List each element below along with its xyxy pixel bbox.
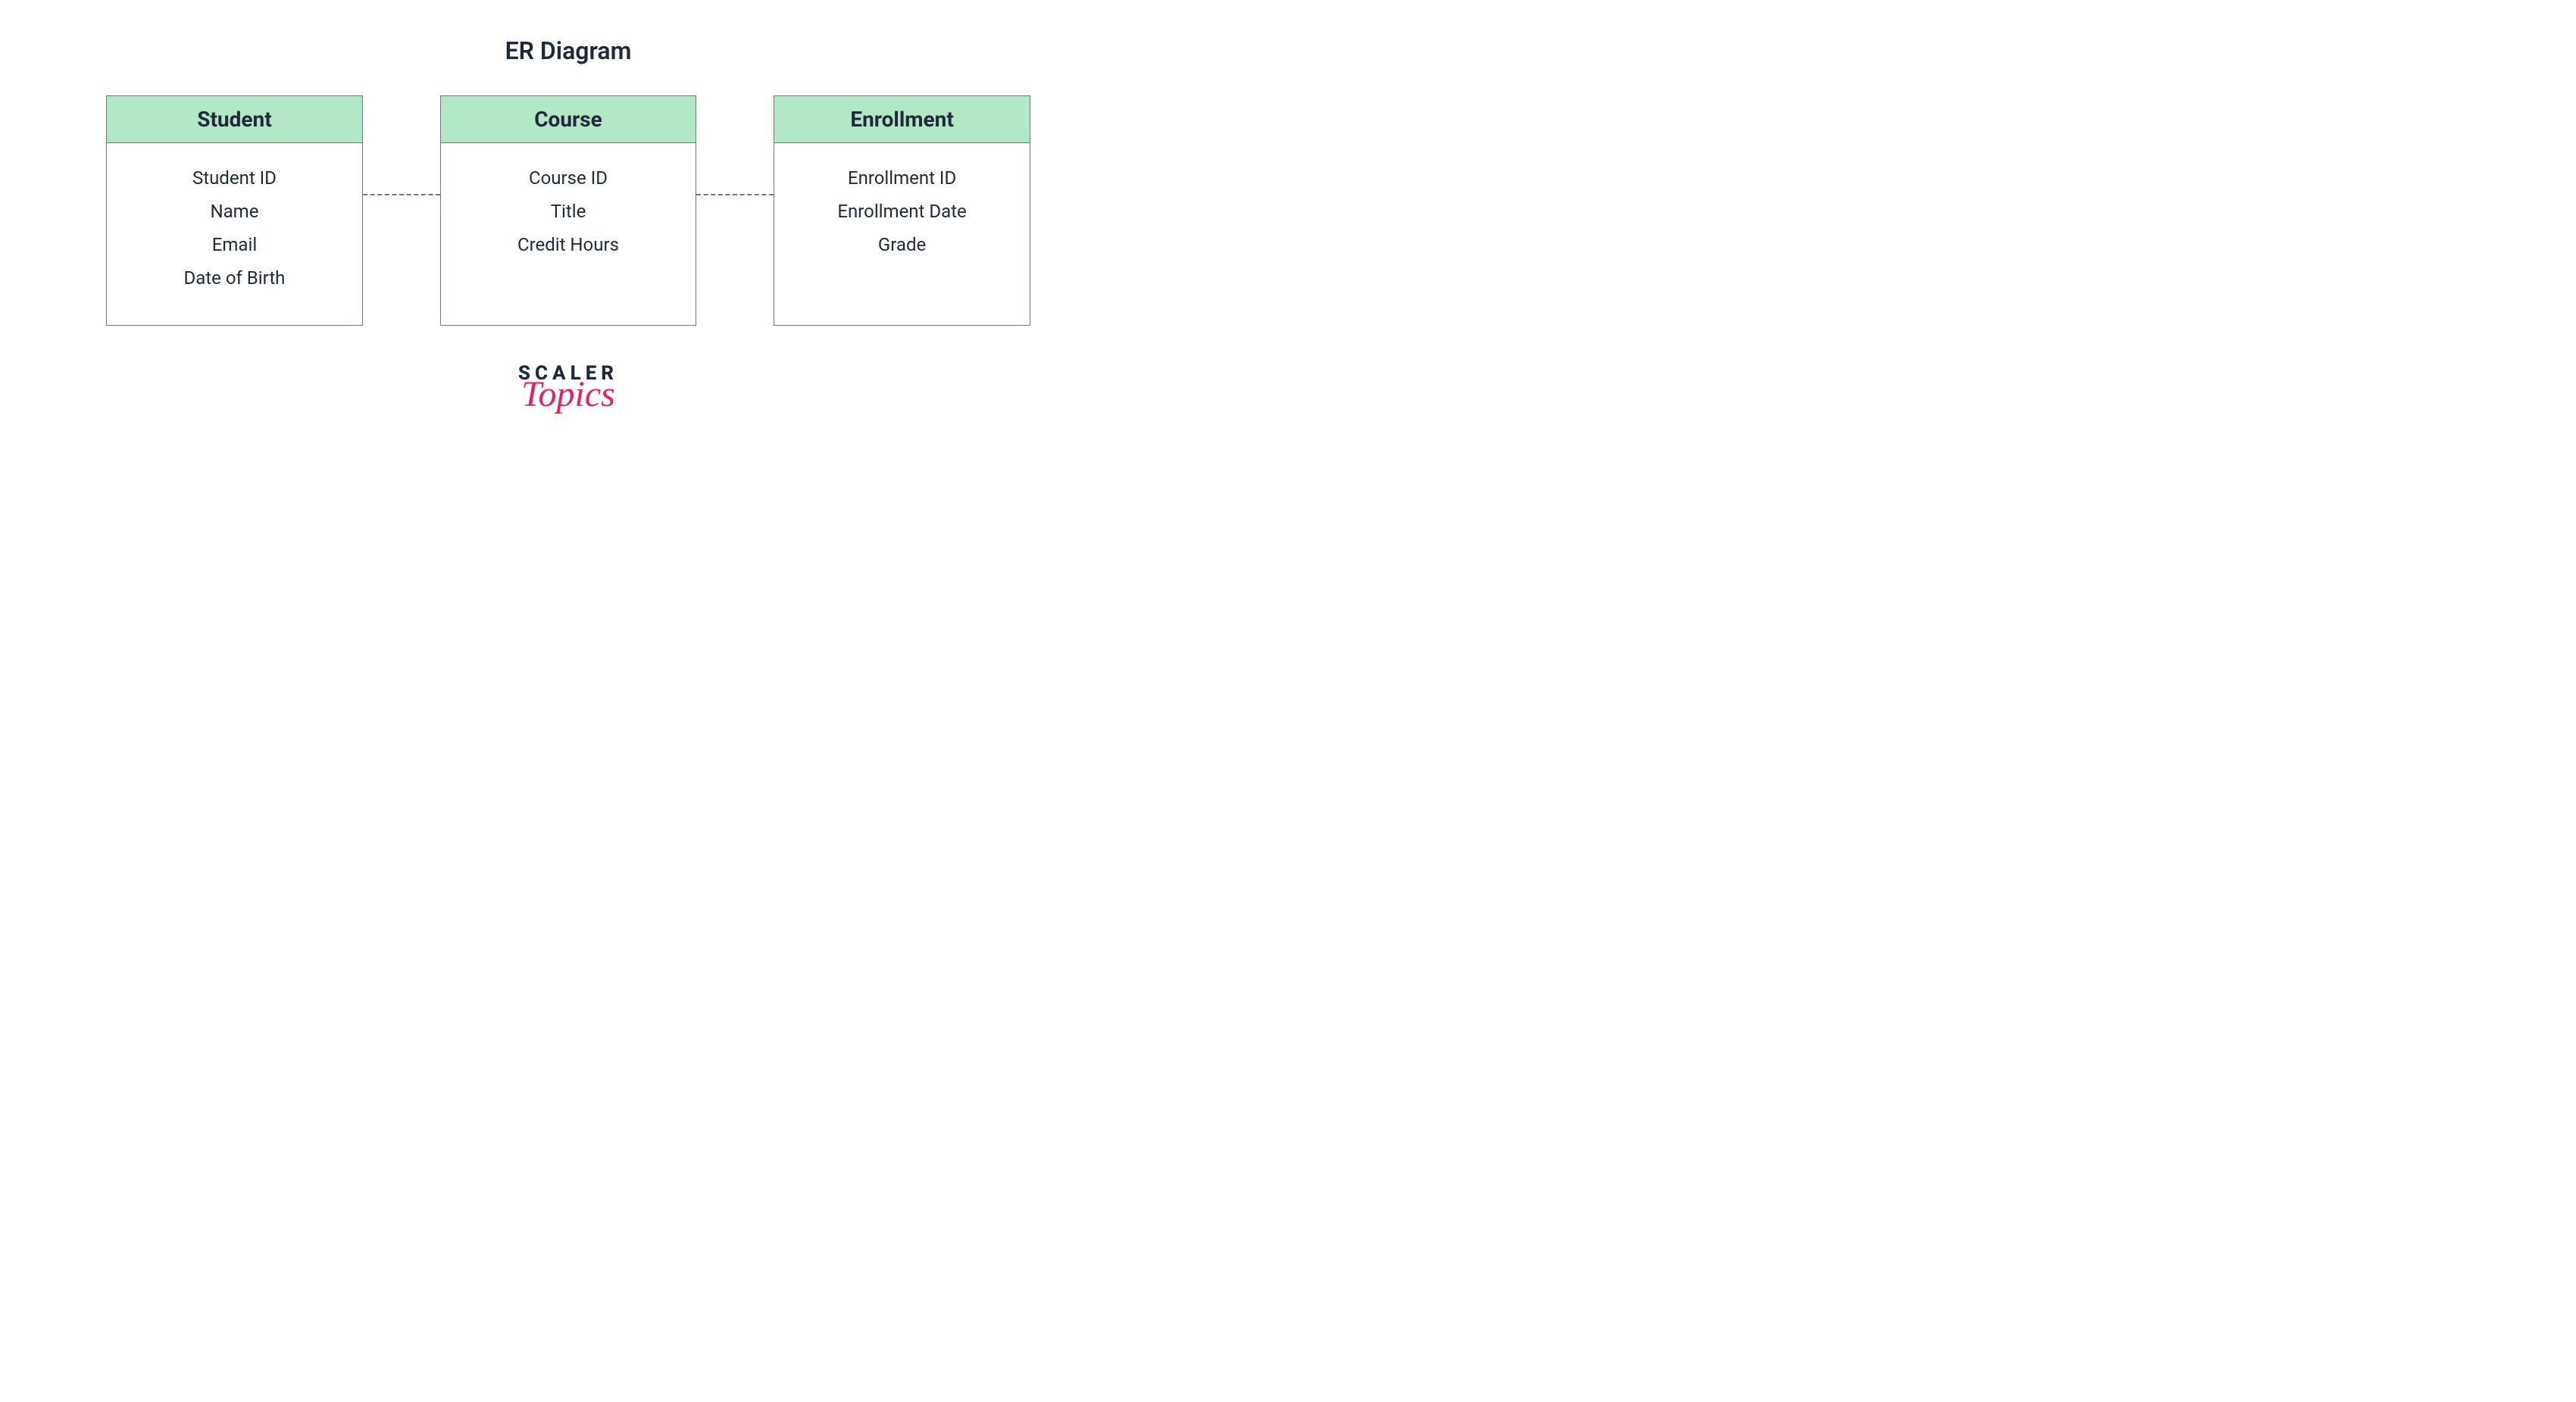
entity-attribute: Date of Birth	[107, 261, 362, 295]
entity-header: Student	[107, 96, 362, 143]
entity-body: Course ID Title Credit Hours	[441, 143, 696, 325]
relationship-connector	[696, 194, 774, 195]
entity-attribute: Email	[107, 228, 362, 261]
entity-header: Enrollment	[774, 96, 1030, 143]
entity-enrollment: Enrollment Enrollment ID Enrollment Date…	[774, 95, 1030, 326]
entity-attribute: Credit Hours	[441, 228, 696, 261]
relationship-connector	[363, 194, 440, 195]
er-diagram: Student Student ID Name Email Date of Bi…	[0, 95, 1136, 326]
entity-body: Student ID Name Email Date of Birth	[107, 143, 362, 325]
entity-student: Student Student ID Name Email Date of Bi…	[106, 95, 363, 326]
entity-attribute: Enrollment Date	[774, 195, 1030, 228]
entity-attribute: Enrollment ID	[774, 161, 1030, 195]
entity-attribute: Grade	[774, 228, 1030, 261]
diagram-title: ER Diagram	[0, 0, 1136, 95]
entity-attribute: Course ID	[441, 161, 696, 195]
entity-attribute: Title	[441, 195, 696, 228]
entity-header: Course	[441, 96, 696, 143]
brand-logo: SCALER Topics	[0, 364, 1136, 409]
entity-attribute: Student ID	[107, 161, 362, 195]
entity-course: Course Course ID Title Credit Hours	[440, 95, 697, 326]
logo-text-secondary: Topics	[0, 380, 1136, 409]
entity-body: Enrollment ID Enrollment Date Grade	[774, 143, 1030, 325]
entity-attribute: Name	[107, 195, 362, 228]
